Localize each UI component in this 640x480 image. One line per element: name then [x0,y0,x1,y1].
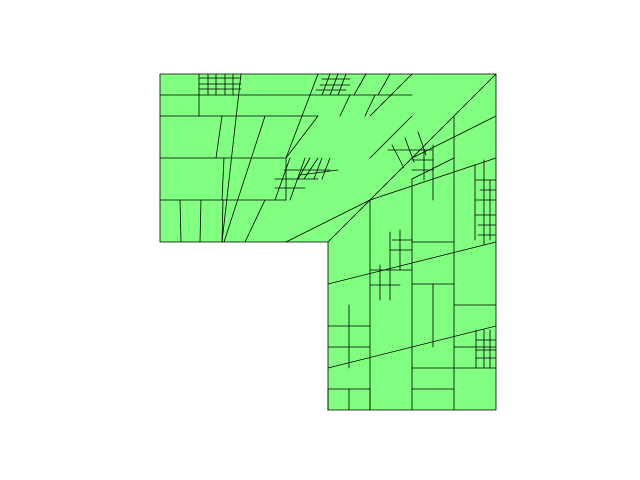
mesh-edge [353,73,367,96]
mesh-edge [285,199,371,243]
mesh-edge [369,73,413,117]
mesh-edge [329,73,339,96]
mesh-edge [244,199,266,243]
mesh-edge [313,157,323,180]
mesh-edge [339,94,351,117]
mesh-edges [159,73,497,411]
mesh-edge [221,157,225,201]
mesh-edge [321,73,331,96]
mesh-edge [377,73,391,96]
mesh-edge [221,73,242,243]
mesh-edge [391,144,405,169]
mesh-edge [369,115,413,159]
mesh-edge [337,73,347,96]
mesh-edge [299,169,339,176]
mesh-edge [215,115,223,159]
mesh-edge [223,115,266,243]
mesh-edge [179,199,182,243]
mesh-edge [285,115,319,159]
mesh-edge [221,199,224,243]
mesh-edge [297,157,311,180]
mesh-edge [417,131,427,156]
mesh-edge [285,73,319,159]
mesh-edge [199,199,202,243]
mesh-edge [303,157,319,180]
mesh-edge [364,94,376,117]
mesh-edge [404,137,415,163]
mesh-edge [321,157,331,180]
